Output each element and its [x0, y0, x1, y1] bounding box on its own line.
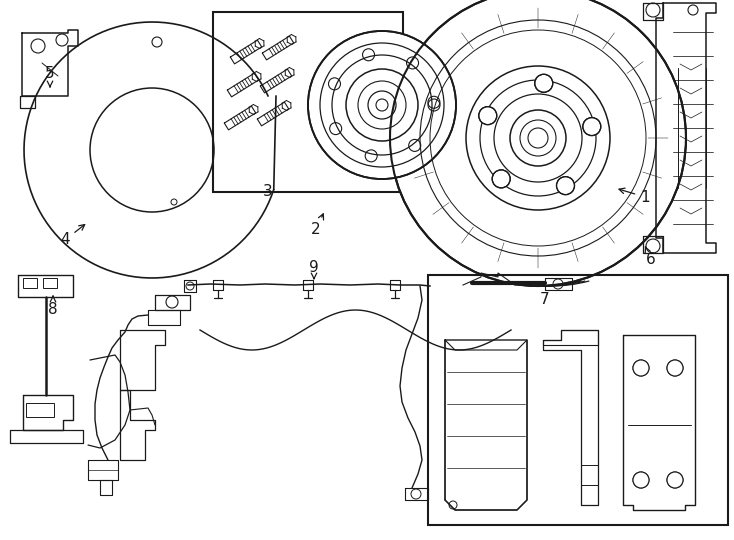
Circle shape [667, 472, 683, 488]
Circle shape [535, 75, 553, 92]
Circle shape [308, 31, 456, 179]
Circle shape [493, 170, 510, 188]
Text: 7: 7 [540, 293, 550, 307]
Circle shape [479, 106, 497, 125]
Text: 9: 9 [309, 260, 319, 279]
Circle shape [556, 177, 575, 194]
Text: 8: 8 [48, 296, 58, 318]
Bar [23, 278, 37, 288]
Text: 1: 1 [619, 188, 650, 205]
Circle shape [667, 360, 683, 376]
Bar [43, 278, 57, 288]
Bar [428, 275, 728, 525]
Text: 5: 5 [46, 65, 55, 87]
Text: 6: 6 [645, 247, 656, 267]
Text: 4: 4 [60, 225, 84, 247]
Circle shape [390, 0, 686, 286]
Text: 3: 3 [263, 185, 273, 199]
Circle shape [583, 118, 601, 136]
Text: 2: 2 [311, 214, 324, 238]
Circle shape [633, 472, 649, 488]
Bar [213, 12, 403, 192]
Circle shape [633, 360, 649, 376]
Bar [26, 403, 54, 417]
